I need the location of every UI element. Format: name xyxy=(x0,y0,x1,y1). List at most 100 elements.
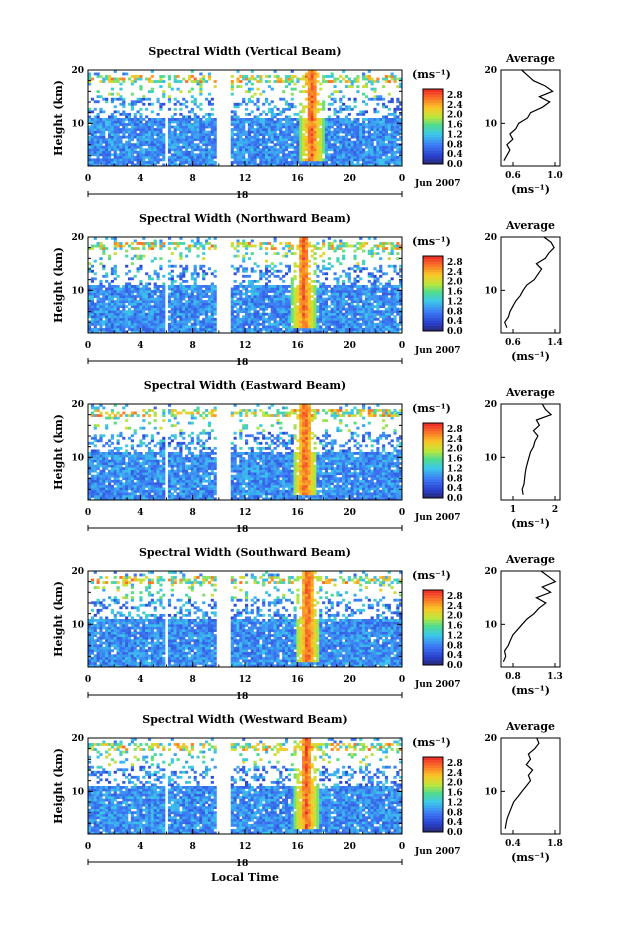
heatmap-cell xyxy=(287,264,291,268)
heatmap-cell xyxy=(379,330,383,334)
heatmap-cell xyxy=(136,290,140,293)
heatmap-cell xyxy=(284,317,289,321)
heatmap-cell xyxy=(384,315,389,319)
heatmap-cell xyxy=(122,77,126,81)
heatmap-cell xyxy=(287,325,291,329)
heatmap-cell xyxy=(350,160,354,164)
heatmap-cell xyxy=(307,322,311,326)
heatmap-cell xyxy=(347,107,351,111)
heatmap-cell xyxy=(205,148,209,152)
heatmap-cell xyxy=(159,312,163,316)
heatmap-cell xyxy=(110,300,114,303)
heatmap-cell xyxy=(353,257,357,261)
heatmap-cell xyxy=(350,140,354,144)
heatmap-cell xyxy=(116,77,120,81)
heatmap-cell xyxy=(310,125,314,129)
heatmap-cell xyxy=(253,150,257,154)
heatmap-cell xyxy=(182,325,186,329)
heatmap-cell xyxy=(310,160,314,164)
heatmap-cell xyxy=(264,97,269,101)
heatmap-cell xyxy=(382,97,386,101)
heatmap-cell xyxy=(199,300,203,303)
heatmap-cell xyxy=(133,320,137,324)
heatmap-cell xyxy=(382,322,386,326)
heatmap-cell xyxy=(233,292,237,296)
heatmap-cell xyxy=(93,107,97,111)
heatmap-cell xyxy=(90,292,94,296)
heatmap-cell xyxy=(290,92,294,96)
heatmap-cell xyxy=(116,133,120,136)
heatmap-cell xyxy=(342,315,346,319)
heatmap-cell xyxy=(353,327,357,331)
heatmap-cell xyxy=(364,307,369,311)
heatmap-cell xyxy=(393,158,397,162)
heatmap-cell xyxy=(207,305,212,309)
heatmap-cell xyxy=(290,97,294,101)
heatmap-cell xyxy=(273,160,277,164)
heatmap-cell xyxy=(356,310,360,314)
heatmap-cell xyxy=(236,150,240,154)
heatmap-cell xyxy=(162,315,166,319)
heatmap-cell xyxy=(205,300,209,303)
heatmap-cell xyxy=(339,120,343,124)
heatmap-cell xyxy=(190,322,194,326)
heatmap-cell xyxy=(90,120,94,124)
heatmap-cell xyxy=(247,322,251,326)
heatmap-cell xyxy=(145,123,149,126)
heatmap-cell xyxy=(236,297,240,301)
heatmap-cell xyxy=(342,322,346,326)
heatmap-cell xyxy=(99,110,103,114)
heatmap-cell xyxy=(290,158,294,162)
heatmap-cell xyxy=(290,327,294,331)
heatmap-cell xyxy=(282,297,286,301)
heatmap-cell xyxy=(145,325,149,329)
heatmap-cell xyxy=(247,100,251,104)
heatmap-cell xyxy=(250,322,254,326)
heatmap-cell xyxy=(207,153,212,157)
heatmap-cell xyxy=(307,82,311,86)
heatmap-cell xyxy=(239,325,243,329)
heatmap-cell xyxy=(287,163,291,167)
heatmap-cell xyxy=(233,115,237,119)
heatmap-cell xyxy=(339,143,343,147)
heatmap-cell xyxy=(282,279,286,283)
heatmap-cell xyxy=(256,310,260,314)
heatmap-cell xyxy=(299,317,303,321)
heatmap-cell xyxy=(299,120,303,124)
heatmap-cell xyxy=(353,163,357,167)
heatmap-cell xyxy=(307,163,311,167)
heatmap-cell xyxy=(130,82,134,86)
heatmap-cell xyxy=(299,277,303,281)
heatmap-cell xyxy=(179,138,183,142)
y-axis-label: Height (km) xyxy=(52,80,65,156)
heatmap-cell xyxy=(207,115,212,119)
heatmap-cell xyxy=(390,97,394,101)
heatmap-cell xyxy=(159,150,163,154)
heatmap-cell xyxy=(127,292,132,296)
heatmap-cell xyxy=(256,140,260,144)
heatmap-cell xyxy=(262,312,266,316)
heatmap-cell xyxy=(147,322,152,326)
heatmap-cell xyxy=(362,118,366,121)
heatmap-cell xyxy=(110,237,114,240)
heatmap-cell xyxy=(139,264,143,268)
heatmap-cell xyxy=(270,300,274,303)
heatmap-cell xyxy=(313,307,317,311)
heatmap-cell xyxy=(396,158,400,162)
heatmap-cell xyxy=(145,290,149,293)
heatmap-cell xyxy=(127,302,132,306)
heatmap-cell xyxy=(196,312,200,316)
heatmap-cell xyxy=(333,287,337,291)
heatmap-cell xyxy=(150,87,154,91)
heatmap-cell xyxy=(162,327,166,331)
heatmap-cell xyxy=(96,160,100,164)
heatmap-cell xyxy=(364,140,369,144)
heatmap-cell xyxy=(250,287,254,291)
heatmap-cell xyxy=(353,295,357,298)
heatmap-cell xyxy=(179,254,183,258)
heatmap-cell xyxy=(99,133,103,136)
heatmap-cell xyxy=(362,259,366,263)
heatmap-cell xyxy=(324,138,329,142)
heatmap-cell xyxy=(210,107,214,111)
heatmap-cell xyxy=(145,282,149,286)
